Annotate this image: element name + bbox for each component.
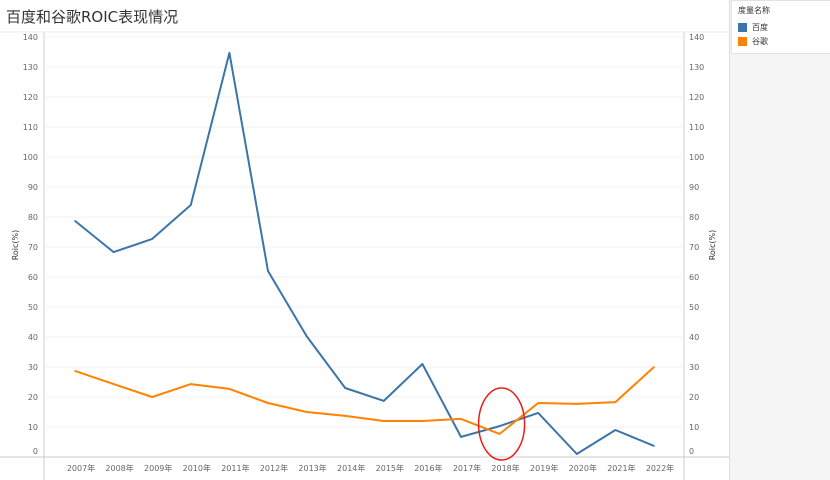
y-tick-label: 60 <box>28 273 38 282</box>
x-tick-label: 2009年 <box>144 463 172 473</box>
legend-item-baidu[interactable]: 百度 <box>738 22 824 33</box>
y2-tick-label: 100 <box>689 153 704 162</box>
highlight-ellipse <box>477 387 526 461</box>
data-point <box>74 370 76 372</box>
y-tick-label: 70 <box>28 243 38 252</box>
x-tick-label: 2014年 <box>337 463 365 473</box>
x-tick-label: 2012年 <box>260 463 288 473</box>
data-point <box>421 420 424 422</box>
data-point <box>498 433 501 435</box>
data-point <box>112 251 115 253</box>
y-tick-label: 80 <box>28 213 38 222</box>
y-tick-label: 130 <box>23 63 38 72</box>
y-tick-label: 120 <box>23 93 38 102</box>
y-tick-label: 20 <box>28 393 38 402</box>
data-point <box>151 396 153 398</box>
data-point <box>228 52 231 54</box>
y2-tick-label: 120 <box>689 93 704 102</box>
x-tick-label: 2017年 <box>453 463 481 473</box>
data-point <box>151 238 153 240</box>
x-tick-label: 2007年 <box>67 463 95 473</box>
y2-tick-label: 0 <box>689 447 694 456</box>
x-tick-label: 2011年 <box>221 463 249 473</box>
y-tick-label: 40 <box>28 333 38 342</box>
y2-tick-label: 140 <box>689 33 704 42</box>
data-point <box>537 412 539 414</box>
legend-panel: 度量名称 百度 谷歌 <box>729 0 830 480</box>
data-point <box>653 366 655 368</box>
legend-label: 百度 <box>752 23 768 32</box>
x-tick-label: 2008年 <box>105 463 133 473</box>
data-point <box>576 403 578 405</box>
x-tick-label: 2022年 <box>646 463 674 473</box>
y2-tick-label: 70 <box>689 243 699 252</box>
data-point <box>267 402 269 404</box>
data-point <box>305 411 308 413</box>
data-point <box>537 402 539 404</box>
data-point <box>228 388 231 390</box>
x-tick-label: 2020年 <box>569 463 597 473</box>
data-point <box>267 270 269 272</box>
legend-title: 度量名称 <box>738 6 770 15</box>
data-point <box>190 383 192 385</box>
x-tick-label: 2019年 <box>530 463 558 473</box>
data-point <box>344 387 347 389</box>
y2-tick-label: 20 <box>689 393 699 402</box>
data-point <box>460 418 462 420</box>
data-point <box>460 436 462 438</box>
series-line-1 <box>74 366 655 435</box>
y-tick-label: 90 <box>28 183 38 192</box>
y2-axis-title: Roic(%) <box>708 230 717 261</box>
y2-tick-label: 80 <box>689 213 699 222</box>
x-tick-label: 2015年 <box>376 463 404 473</box>
data-point <box>653 445 655 447</box>
line-chart: 0 0 10 10 20 20 30 30 40 40 50 50 60 60 70 70 80 80 90 90 10… <box>0 31 729 480</box>
legend-label: 谷歌 <box>752 37 768 46</box>
data-point <box>421 363 424 365</box>
x-tick-label: 2016年 <box>414 463 442 473</box>
data-point <box>614 429 617 431</box>
chart-title: 百度和谷歌ROIC表现情况 <box>6 8 179 26</box>
data-point <box>383 420 385 422</box>
data-point <box>305 335 308 337</box>
x-tick-label: 2010年 <box>183 463 211 473</box>
x-tick-label: 2018年 <box>491 463 519 473</box>
y-tick-label: 10 <box>28 423 38 432</box>
y2-tick-label: 130 <box>689 63 704 72</box>
data-point <box>383 400 385 402</box>
legend-item-google[interactable]: 谷歌 <box>738 36 824 47</box>
x-tick-label: 2013年 <box>298 463 326 473</box>
data-point <box>498 425 501 427</box>
data-point <box>112 383 115 385</box>
data-point <box>576 453 578 455</box>
y2-tick-label: 30 <box>689 363 699 372</box>
y-tick-label: 30 <box>28 363 38 372</box>
data-point <box>614 401 617 403</box>
y-tick-label: 140 <box>23 33 38 42</box>
y2-tick-label: 90 <box>689 183 699 192</box>
legend-swatch <box>738 37 747 46</box>
y2-tick-label: 60 <box>689 273 699 282</box>
data-point <box>344 415 347 417</box>
data-point <box>190 204 192 206</box>
y-tick-label: 110 <box>23 123 38 132</box>
series-line-0 <box>74 51 655 455</box>
y-axis-title: Roic(%) <box>11 230 20 261</box>
data-point <box>74 220 76 222</box>
y2-tick-label: 110 <box>689 123 704 132</box>
y2-tick-label: 10 <box>689 423 699 432</box>
y-tick-label: 0 <box>33 447 38 456</box>
y-tick-label: 100 <box>23 153 38 162</box>
y2-tick-label: 40 <box>689 333 699 342</box>
x-tick-label: 2021年 <box>607 463 635 473</box>
y2-tick-label: 50 <box>689 303 699 312</box>
y-tick-label: 50 <box>28 303 38 312</box>
legend-swatch <box>738 23 747 32</box>
